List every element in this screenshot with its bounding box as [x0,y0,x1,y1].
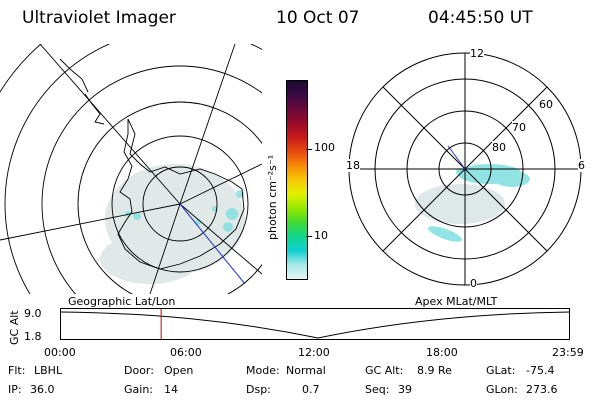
time-tick-1200: 12:00 [298,346,330,359]
geographic-caption: Geographic Lat/Lon [68,295,176,308]
altitude-plot [60,308,570,340]
noon-meridian-line [179,203,246,285]
lat-label-60: 60 [539,98,553,111]
ip-value: 36.0 [30,383,55,396]
mode-label: Mode: [246,364,280,377]
mlt-label-12: 12 [470,47,484,60]
gain-value: 14 [164,383,178,396]
mlt-label-0: 0 [470,277,477,290]
door-label: Door: [124,364,154,377]
time-tick-0600: 06:00 [170,346,202,359]
glon-label: GLon: [486,383,518,396]
dsp-value: 0.7 [302,383,320,396]
dsp-label: Dsp: [246,383,271,396]
glat-value: -75.4 [526,364,555,377]
lat-label-80: 80 [492,141,506,154]
time-tick-2359: 23:59 [552,346,584,359]
filter-label: Flt: [8,364,26,377]
colorbar-tick-10: 10 [314,229,328,242]
lat-label-70: 70 [512,121,526,134]
mlt-label-6: 6 [578,159,585,172]
geographic-map [0,44,262,294]
mlt-label-18: 18 [346,159,360,172]
seq-value: 39 [398,383,412,396]
colorbar-tick-100: 100 [314,141,335,154]
glat-label: GLat: [486,364,516,377]
seq-label: Seq: [365,383,390,396]
gc-alt-value: 8.9 Re [417,364,452,377]
time-tick-0000: 00:00 [44,346,76,359]
glon-value: 273.6 [526,383,558,396]
altitude-ytick-low: 1.8 [24,330,42,343]
latitude-circles [0,44,262,294]
instrument-title: Ultraviolet Imager [22,8,176,28]
filter-value: LBHL [34,364,63,377]
color-scale-bar [286,80,308,280]
date-label: 10 Oct 07 [276,8,360,28]
colorbar-unit-label: photon cm⁻²s⁻¹ [266,154,279,240]
altitude-ytick-high: 9.0 [24,307,42,320]
polar-marker-line [447,145,466,170]
mode-value: Normal [286,364,326,377]
altitude-axis-label: GC Alt [8,310,21,345]
gc-alt-label: GC Alt: [365,364,404,377]
gain-label: Gain: [124,383,153,396]
meridian-lines [0,44,262,294]
apex-caption: Apex MLat/MLT [415,295,498,308]
time-tick-1800: 18:00 [426,346,458,359]
ip-label: IP: [8,383,22,396]
door-value: Open [164,364,194,377]
antarctica-coast [117,118,245,270]
time-label: 04:45:50 UT [428,8,533,28]
polar-mlat-mlt-plot [348,52,582,286]
